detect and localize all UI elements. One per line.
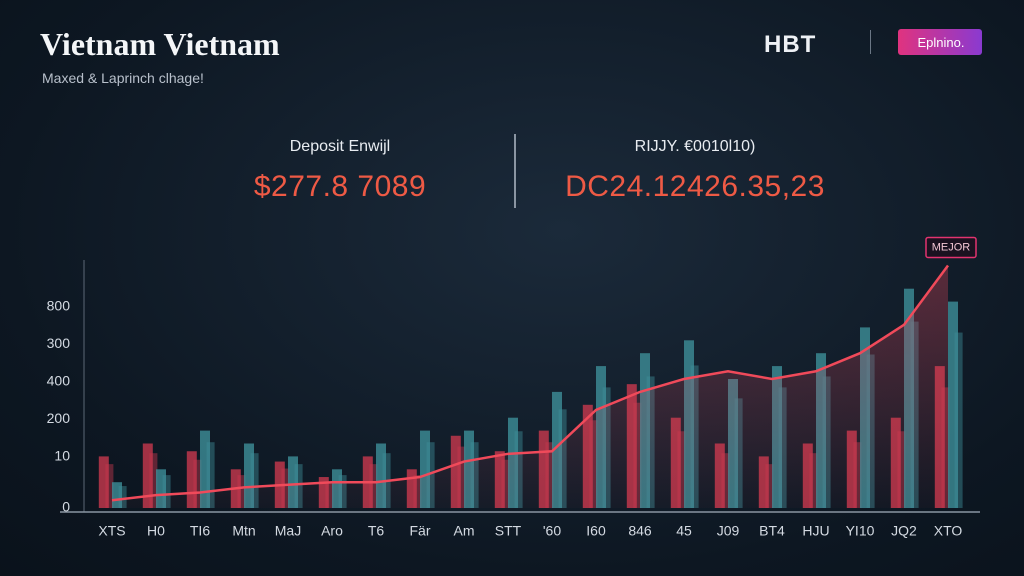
y-axis-label: 200	[47, 410, 71, 426]
stat-value: DC24.12426.35,23	[565, 170, 825, 203]
bar	[193, 459, 202, 508]
stat: Deposit Enwijl $277.8 7089	[230, 138, 450, 204]
x-tick-label: I60	[586, 523, 606, 539]
annotation: MEJOR	[932, 241, 971, 253]
bar	[420, 430, 430, 508]
x-tick-label: STT	[495, 523, 522, 539]
logo: HBT	[764, 31, 817, 58]
bar	[98, 456, 109, 508]
x-tick-label: T6	[368, 523, 385, 539]
x-tick-label: MaJ	[275, 523, 301, 539]
y-axis-label: 0	[62, 499, 70, 515]
area	[112, 265, 948, 508]
bar	[156, 469, 166, 508]
x-tick-label: Mtn	[232, 523, 255, 539]
x-tick-label: HJU	[802, 523, 829, 539]
x-tick-label: Aro	[321, 523, 343, 539]
bar	[954, 332, 963, 508]
divider	[870, 30, 871, 54]
stat: RIJJY. €0010l10) DC24.12426.35,23	[540, 138, 850, 204]
bar	[149, 453, 158, 508]
bar	[142, 443, 153, 508]
bar	[288, 456, 298, 508]
x-tick-label: '60	[543, 523, 561, 539]
bar	[186, 451, 197, 508]
subtitle: Maxed & Laprinch clhage!	[42, 70, 204, 86]
x-tick-label: XTS	[98, 523, 125, 539]
x-tick-label: JQ2	[891, 523, 917, 539]
stat-value: $277.8 7089	[253, 170, 427, 203]
bar	[948, 301, 958, 508]
action-button[interactable]: Eplnino.	[898, 29, 982, 55]
x-tick-label: H0	[147, 523, 165, 539]
x-tick-label: Am	[454, 523, 475, 539]
y-axis-label: 300	[47, 335, 71, 351]
bar	[206, 442, 215, 508]
y-axis-label: 800	[47, 298, 71, 314]
divider	[514, 134, 516, 208]
bar	[244, 443, 254, 508]
line	[111, 264, 950, 502]
bar	[112, 482, 122, 508]
x-tick-label: BT4	[759, 523, 785, 539]
bar	[162, 475, 171, 508]
bar	[105, 464, 114, 508]
y-axis-label: 400	[47, 373, 71, 389]
title: Vietnam Vietnam	[40, 26, 280, 62]
x-tick-label: Fär	[410, 523, 431, 539]
x-tick-label: J09	[717, 523, 740, 539]
stat-label: RIJJY. €0010l10)	[634, 138, 756, 155]
bar	[118, 486, 127, 508]
bar	[376, 443, 386, 508]
y-axis-label: 10	[54, 448, 70, 464]
x-tick-label: TI6	[190, 523, 210, 539]
annotation-box	[925, 236, 977, 259]
stat-label: Deposit Enwijl	[289, 138, 391, 155]
x-tick-label: 45	[676, 523, 692, 539]
bar	[250, 453, 259, 508]
bar	[200, 430, 210, 508]
x-tick-label: XTO	[934, 523, 963, 539]
x-tick-label: 846	[628, 523, 652, 539]
x-tick-label: YI10	[846, 523, 875, 539]
